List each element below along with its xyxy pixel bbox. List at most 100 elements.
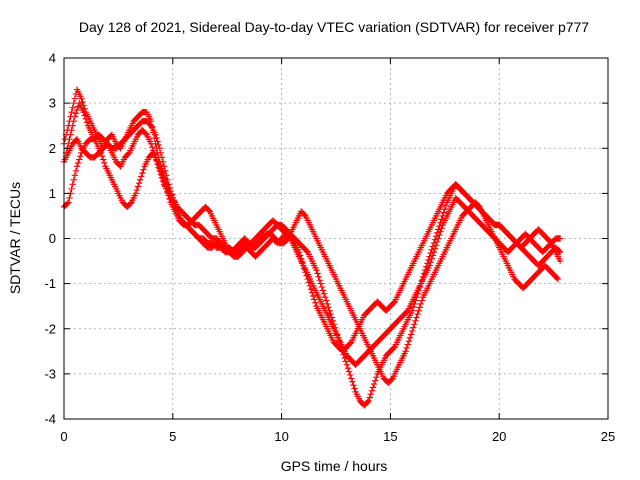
data-point	[307, 286, 315, 293]
data-point	[312, 299, 319, 307]
y-tick-label: 1	[49, 186, 56, 201]
data-point	[71, 172, 79, 179]
data-point	[367, 390, 375, 398]
data-point	[303, 272, 310, 279]
data-point	[70, 99, 77, 107]
data-point	[319, 287, 327, 294]
data-point	[70, 176, 77, 184]
chart-title: Day 128 of 2021, Sidereal Day-to-day VTE…	[79, 19, 589, 35]
data-point	[71, 95, 79, 102]
data-point	[327, 310, 334, 318]
data-point	[299, 258, 306, 266]
data-point	[301, 265, 308, 273]
data-point	[166, 195, 173, 203]
data-point	[364, 398, 371, 406]
data-point	[79, 98, 86, 106]
x-tick-label: 5	[169, 429, 176, 444]
data-point	[325, 304, 332, 311]
data-point	[410, 304, 417, 311]
data-point	[70, 117, 77, 125]
data-point	[350, 381, 357, 389]
data-point	[148, 143, 156, 151]
data-point	[431, 245, 439, 252]
data-point	[346, 340, 354, 347]
data-point	[427, 258, 434, 266]
x-tick-label: 0	[60, 429, 67, 444]
data-point	[416, 304, 423, 311]
data-point	[127, 200, 134, 207]
x-tick-label: 25	[601, 429, 615, 444]
data-point	[314, 270, 321, 277]
data-point	[343, 361, 351, 369]
data-point	[344, 365, 352, 372]
data-point	[318, 283, 326, 291]
data-marks	[60, 86, 564, 409]
data-point	[78, 95, 85, 102]
y-tick-label: -1	[44, 276, 56, 291]
data-point	[311, 296, 318, 303]
data-point	[158, 172, 166, 179]
data-point	[167, 187, 174, 195]
data-point	[556, 235, 564, 242]
data-point	[73, 106, 81, 114]
data-point	[68, 185, 75, 193]
data-point	[69, 104, 76, 111]
data-point	[301, 211, 308, 219]
data-point	[369, 384, 377, 391]
data-point	[296, 252, 304, 259]
data-point	[165, 181, 172, 188]
y-tick-label: -2	[44, 321, 56, 336]
data-point	[159, 158, 167, 165]
data-point	[404, 341, 412, 348]
data-point	[67, 131, 74, 138]
y-tick-label: 2	[49, 141, 56, 156]
data-point	[437, 228, 444, 235]
data-point	[161, 182, 169, 189]
data-point	[300, 262, 307, 269]
data-point	[80, 108, 87, 116]
data-point	[323, 297, 330, 304]
data-point	[66, 194, 73, 202]
data-point	[373, 374, 380, 381]
data-point	[406, 334, 414, 341]
data-point	[146, 121, 154, 128]
data-point	[345, 368, 353, 375]
data-point	[138, 173, 145, 180]
data-point	[309, 292, 317, 300]
data-point	[76, 156, 83, 163]
data-point	[413, 314, 420, 321]
data-point	[72, 110, 80, 117]
data-point	[316, 277, 323, 284]
y-tick-label: -4	[44, 412, 56, 427]
data-point	[124, 150, 132, 158]
data-point	[71, 113, 79, 120]
data-point	[81, 112, 88, 119]
data-point	[351, 385, 358, 392]
data-point	[295, 248, 303, 256]
data-point	[412, 317, 419, 325]
data-point	[68, 127, 75, 134]
data-point	[169, 194, 176, 202]
data-point	[140, 166, 147, 173]
x-tick-label: 10	[274, 429, 288, 444]
data-point	[164, 176, 171, 184]
data-point	[160, 178, 168, 186]
y-tick-label: 3	[49, 96, 56, 111]
data-point	[155, 141, 162, 149]
data-point	[418, 297, 426, 304]
data-point	[366, 394, 373, 401]
data-point	[306, 282, 314, 290]
data-point	[429, 252, 437, 259]
data-point	[348, 375, 355, 382]
data-point	[153, 134, 160, 142]
data-point	[440, 209, 447, 216]
data-point	[349, 378, 356, 385]
y-tick-label: -3	[44, 366, 56, 381]
data-point	[72, 167, 80, 175]
data-point	[438, 216, 445, 223]
data-point	[417, 300, 425, 308]
data-point	[308, 289, 316, 296]
data-point	[159, 175, 167, 182]
